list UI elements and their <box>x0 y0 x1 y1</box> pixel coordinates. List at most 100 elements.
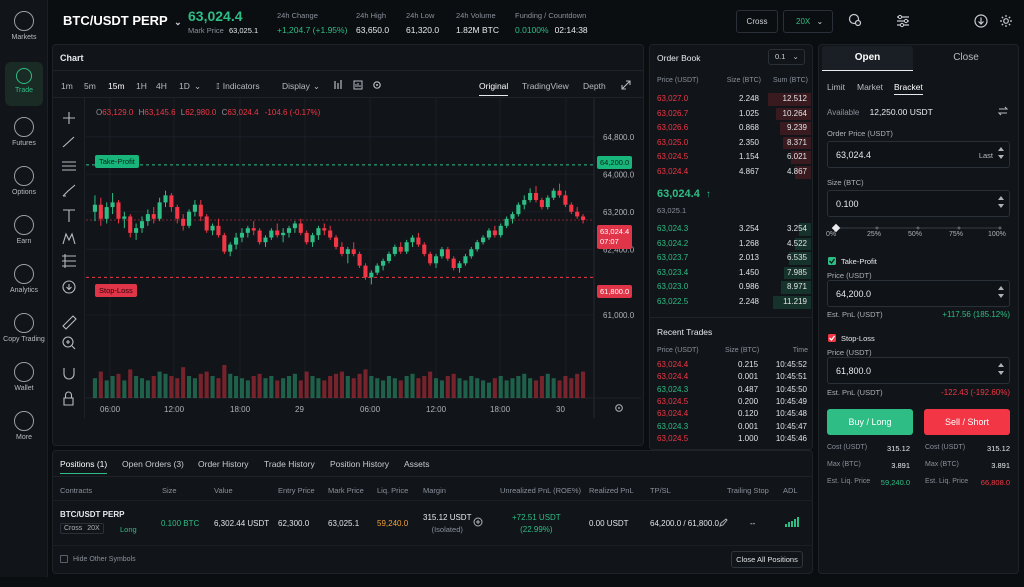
ask-row[interactable]: 63,026.7 1.025 10.264 <box>650 107 811 122</box>
gear-icon[interactable] <box>999 14 1013 28</box>
price-chart[interactable]: 64,800.0 64,000.0 63,200.0 62,400.0 61,000.0… <box>86 98 641 418</box>
order-price-input[interactable]: 63,024.4 Last <box>827 141 1010 168</box>
nav-copy-trading[interactable]: Copy Trading <box>0 307 48 351</box>
volume-bar <box>210 376 215 398</box>
chart-view-depth[interactable]: Depth <box>583 81 606 91</box>
trade-price: 63,024.4 <box>657 372 689 382</box>
compare-icon[interactable] <box>353 80 363 90</box>
nav-futures[interactable]: Futures <box>0 111 48 155</box>
volume-bar <box>445 376 450 398</box>
stepper-icon[interactable] <box>997 196 1005 212</box>
leverage-button[interactable]: 20X ⌄ <box>783 10 833 33</box>
download-icon[interactable] <box>974 14 988 28</box>
timeframe-1D[interactable]: 1D <box>179 81 190 91</box>
nav-label: More <box>16 434 32 441</box>
sell-info-label: Est. Liq. Price <box>925 478 969 485</box>
nav-wallet[interactable]: Wallet <box>0 356 48 400</box>
margin-mode-button[interactable]: Cross <box>736 10 778 33</box>
timeframe-5m[interactable]: 5m <box>84 81 96 91</box>
positions-tab[interactable]: Open Orders (3) <box>122 459 184 469</box>
tab-open[interactable]: Open <box>822 46 913 71</box>
size-input[interactable]: 0.100 <box>827 190 1010 217</box>
ask-row[interactable]: 63,024.4 4.867 4.867 <box>650 165 811 180</box>
ask-row[interactable]: 63,024.5 1.154 6.021 <box>650 150 811 165</box>
bid-row[interactable]: 63,024.3 3.254 3.254 <box>650 222 811 237</box>
ohlc-high-label: H <box>138 108 145 117</box>
sell-info-label: Max (BTC) <box>925 461 959 468</box>
positions-tab[interactable]: Order History <box>198 459 249 469</box>
precision-select[interactable]: 0.1 ⌄ <box>768 49 805 65</box>
ask-row[interactable]: 63,026.6 0.868 9.239 <box>650 121 811 136</box>
settings-sliders-icon[interactable] <box>848 13 862 27</box>
current-price-tag: 63,024.4 07:07 <box>597 225 633 249</box>
chart-gear-icon[interactable] <box>614 403 624 413</box>
order-type-limit[interactable]: Limit <box>827 82 845 92</box>
chart-view-original[interactable]: Original <box>479 81 509 96</box>
ask-row[interactable]: 63,027.0 2.248 12.512 <box>650 92 811 107</box>
candle-body <box>204 216 209 231</box>
bid-row[interactable]: 63,023.0 0.986 8.971 <box>650 280 811 295</box>
volume-bar <box>216 378 221 398</box>
last-price-button[interactable]: Last <box>978 151 993 160</box>
symbol-selector[interactable]: BTC/USDT PERP ⌄ <box>63 13 182 28</box>
timeframe-1m[interactable]: 1m <box>61 81 73 91</box>
sl-price-input[interactable]: 61,800.0 <box>827 357 1010 384</box>
chart-settings-icon[interactable] <box>372 80 382 90</box>
stop-loss-checkbox[interactable] <box>828 334 836 342</box>
bid-row[interactable]: 63,023.4 1.450 7.985 <box>650 266 811 281</box>
buy-long-button[interactable]: Buy / Long <box>827 409 913 435</box>
bid-row[interactable]: 63,024.2 1.268 4.522 <box>650 237 811 252</box>
take-profit-tag[interactable]: Take-Profit <box>95 155 139 168</box>
trade-row: 63,024.3 0.487 10:45:50 <box>650 385 811 397</box>
bid-row[interactable]: 63,023.7 2.013 6.535 <box>650 251 811 266</box>
x-tick-label: 29 <box>295 405 304 414</box>
stop-loss-tag[interactable]: Stop-Loss <box>95 284 137 297</box>
bar-style-icon[interactable] <box>333 80 343 90</box>
bid-row[interactable]: 63,022.5 2.248 11.219 <box>650 295 811 310</box>
volume-bar <box>498 376 503 398</box>
order-type-market[interactable]: Market <box>857 82 883 92</box>
positions-tab[interactable]: Positions (1) <box>60 459 108 474</box>
nav-earn[interactable]: Earn <box>0 209 48 253</box>
volume-bar <box>245 380 250 398</box>
depth-bar <box>779 122 811 135</box>
nav-trade[interactable]: Trade <box>5 62 43 106</box>
transfer-icon[interactable] <box>998 106 1008 116</box>
stepper-icon[interactable] <box>997 147 1005 163</box>
display-button[interactable]: Display ⌄ <box>282 81 320 92</box>
stepper-icon[interactable] <box>997 363 1005 379</box>
volume-bar <box>381 380 386 398</box>
chevron-down-icon[interactable]: ⌄ <box>194 81 202 91</box>
chart-view-tradingview[interactable]: TradingView <box>522 81 569 91</box>
edit-pencil-icon[interactable] <box>719 518 728 527</box>
timeframe-4H[interactable]: 4H <box>156 81 167 91</box>
nav-markets[interactable]: Markets <box>0 5 48 49</box>
trade-row: 63,024.3 0.001 10:45:47 <box>650 422 811 434</box>
size-slider[interactable] <box>832 223 1004 233</box>
indicators-button[interactable]: ⁞⁞ Indicators <box>216 81 260 91</box>
chart-svg[interactable]: 64,800.0 64,000.0 63,200.0 62,400.0 61,000.0… <box>86 98 641 418</box>
add-margin-icon[interactable] <box>473 517 483 527</box>
positions-tab[interactable]: Trade History <box>264 459 315 469</box>
tab-close[interactable]: Close <box>953 52 979 63</box>
sum: 6.021 <box>786 152 807 162</box>
sell-short-button[interactable]: Sell / Short <box>924 409 1010 435</box>
close-all-positions-button[interactable]: Close All Positions <box>731 551 803 568</box>
fullscreen-icon[interactable] <box>621 80 631 90</box>
volume-bar <box>339 371 344 398</box>
take-profit-checkbox[interactable] <box>828 257 836 265</box>
tp-price-input[interactable]: 64,200.0 <box>827 280 1010 307</box>
nav-more[interactable]: More <box>0 405 48 449</box>
timeframe-15m[interactable]: 15m <box>108 81 125 91</box>
nav-options[interactable]: Options <box>0 160 48 204</box>
nav-analytics[interactable]: Analytics <box>0 258 48 302</box>
hide-other-symbols-checkbox[interactable] <box>60 555 68 563</box>
stepper-icon[interactable] <box>997 286 1005 302</box>
order-type-bracket[interactable]: Bracket <box>894 82 923 95</box>
preferences-icon[interactable] <box>896 14 910 28</box>
volume-bar <box>328 376 333 398</box>
positions-tab[interactable]: Assets <box>404 459 430 469</box>
timeframe-1H[interactable]: 1H <box>136 81 147 91</box>
positions-tab[interactable]: Position History <box>330 459 390 469</box>
ask-row[interactable]: 63,025.0 2.350 8.371 <box>650 136 811 151</box>
